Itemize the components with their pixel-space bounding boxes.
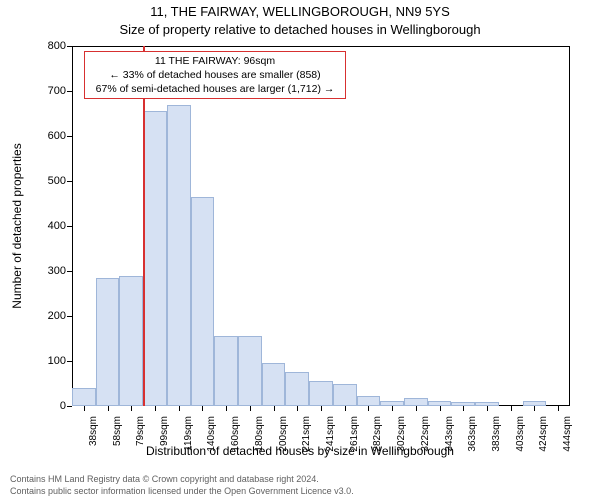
xtick-mark [274, 406, 275, 411]
histogram-bar [167, 105, 191, 407]
xtick-mark [297, 406, 298, 411]
ytick-label: 200 [48, 310, 66, 322]
ytick-label: 600 [48, 130, 66, 142]
xtick-label: 99sqm [159, 416, 170, 446]
xtick-mark [179, 406, 180, 411]
histogram-bar [285, 372, 309, 406]
histogram-bar [72, 388, 96, 406]
histogram-bar [238, 336, 262, 406]
chart-canvas: 11, THE FAIRWAY, WELLINGBOROUGH, NN9 5YS… [0, 0, 600, 500]
ytick-mark [67, 316, 72, 317]
xtick-mark [392, 406, 393, 411]
xtick-mark [511, 406, 512, 411]
xtick-label: 38sqm [88, 416, 99, 446]
ytick-mark [67, 226, 72, 227]
xtick-mark [84, 406, 85, 411]
ytick-label: 100 [48, 355, 66, 367]
x-axis-label: Distribution of detached houses by size … [0, 444, 600, 458]
ytick-mark [67, 271, 72, 272]
xtick-mark [487, 406, 488, 411]
histogram-bar [214, 336, 238, 406]
ytick-label: 700 [48, 85, 66, 97]
xtick-mark [250, 406, 251, 411]
histogram-bar [262, 363, 286, 406]
histogram-bar [357, 396, 381, 406]
xtick-mark [463, 406, 464, 411]
annotation-box: 11 THE FAIRWAY: 96sqm← 33% of detached h… [84, 51, 346, 99]
xtick-mark [108, 406, 109, 411]
xtick-mark [321, 406, 322, 411]
footnote-copyright: Contains HM Land Registry data © Crown c… [10, 474, 319, 484]
xtick-mark [131, 406, 132, 411]
xtick-mark [534, 406, 535, 411]
xtick-mark [345, 406, 346, 411]
ytick-label: 0 [60, 400, 66, 412]
xtick-mark [202, 406, 203, 411]
histogram-bar [119, 276, 143, 407]
ytick-mark [67, 91, 72, 92]
histogram-bar [333, 384, 357, 407]
xtick-mark [416, 406, 417, 411]
ytick-mark [67, 361, 72, 362]
xtick-mark [155, 406, 156, 411]
histogram-bar [309, 381, 333, 406]
ytick-mark [67, 46, 72, 47]
chart-title: 11, THE FAIRWAY, WELLINGBOROUGH, NN9 5YS [0, 4, 600, 19]
plot-area: 010020030040050060070080038sqm58sqm79sqm… [72, 46, 570, 406]
annotation-line-0: 11 THE FAIRWAY: 96sqm [89, 54, 341, 68]
xtick-mark [558, 406, 559, 411]
histogram-bar [96, 278, 120, 406]
xtick-mark [226, 406, 227, 411]
ytick-label: 500 [48, 175, 66, 187]
ytick-label: 300 [48, 265, 66, 277]
xtick-mark [440, 406, 441, 411]
chart-subtitle: Size of property relative to detached ho… [0, 22, 600, 37]
histogram-bar [404, 398, 428, 406]
xtick-mark [368, 406, 369, 411]
ytick-mark [67, 136, 72, 137]
annotation-line-2: 67% of semi-detached houses are larger (… [89, 82, 341, 96]
xtick-label: 58sqm [112, 416, 123, 446]
annotation-line-1: ← 33% of detached houses are smaller (85… [89, 68, 341, 82]
y-axis-label: Number of detached properties [10, 143, 24, 308]
xtick-label: 79sqm [135, 416, 146, 446]
ytick-label: 800 [48, 40, 66, 52]
ytick-mark [67, 181, 72, 182]
property-marker-line [143, 46, 145, 406]
ytick-label: 400 [48, 220, 66, 232]
ytick-mark [67, 406, 72, 407]
histogram-bar [143, 111, 167, 406]
histogram-bar [191, 197, 215, 406]
footnote-licence: Contains public sector information licen… [10, 486, 354, 496]
